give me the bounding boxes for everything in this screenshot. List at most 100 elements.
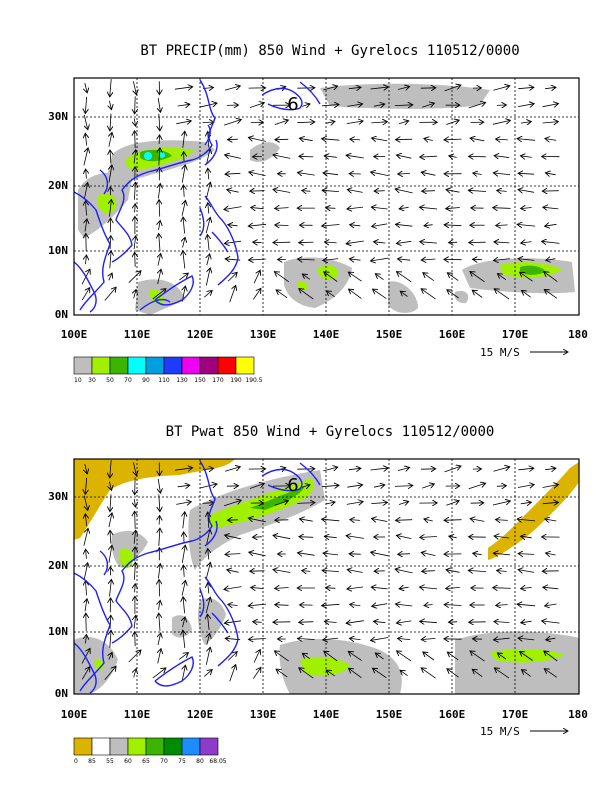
wind-arrow [273,535,291,538]
wind-arrow [183,512,185,529]
wind-arrow [205,217,210,234]
wind-arrow [348,651,362,661]
wind-arrow [159,234,160,252]
x-tick-label: 150E [376,328,403,341]
y-tick-label: 30N [48,490,68,503]
wind-arrow [301,104,310,107]
wind-arrow [205,268,210,286]
wind-arrow [397,87,410,90]
map-frame [73,458,580,695]
legend-label: 60 [124,758,132,765]
wind-arrow [370,468,389,470]
wind-arrow [494,289,510,300]
wind-arrow [494,536,510,538]
wind-arrow [542,621,560,623]
wind-arrow [135,584,136,593]
wind-arrow [225,535,241,539]
wind-arrow [347,104,362,107]
wind-arrow [158,633,161,646]
wind-arrow [521,242,532,244]
legend-label: 130 [176,377,188,384]
wind-arrow [323,259,339,261]
wind-arrow [545,468,556,469]
wind-arrow [497,191,507,192]
wind-arrow [109,273,112,281]
wind-arrow [177,104,190,106]
wind-arrow [134,290,136,299]
wind-arrow [223,120,241,126]
wind-arrow [86,581,87,596]
wind-arrow [159,221,161,230]
wind-arrow [346,121,363,124]
wind-arrow [421,668,436,679]
wind-arrow [135,204,136,213]
wind-arrow [299,289,314,300]
wind-arrow [85,219,87,232]
wind-arrow [324,272,338,282]
wind-arrow [371,552,389,557]
wind-arrow [468,103,486,109]
wind-arrow [397,651,412,662]
vector-key-label: 15 M/S [480,346,520,359]
x-tick-label: 160E [439,708,466,721]
wind-arrow [159,600,161,610]
wind-arrow [374,621,386,622]
legend-label: 80 [196,758,204,765]
wind-arrow [546,638,556,640]
wind-arrow [422,484,434,489]
wind-arrow [224,587,242,590]
wind-arrow [134,669,136,678]
wind-arrow [349,638,361,639]
wind-arrow [253,288,261,300]
wind-arrow [493,588,511,589]
legend-label: 170 [212,377,224,384]
wind-arrow [470,519,485,522]
wind-arrow [134,118,135,126]
wind-arrow [446,570,460,573]
wind-arrow [85,96,86,114]
wind-arrow [398,121,409,124]
wind-arrow [158,269,161,285]
wind-arrow [518,468,534,470]
wind-arrow [346,502,363,505]
wind-arrow [152,668,166,679]
wind-arrow [424,605,433,606]
wind-arrow [275,208,289,209]
wind-arrow [520,652,533,661]
wind-arrow [494,638,510,640]
wind-arrow [109,165,112,183]
wind-arrow [134,615,136,629]
wind-arrow [299,668,314,679]
wind-arrow [85,514,86,527]
legend-swatch [145,737,165,756]
wind-arrow [350,225,361,226]
wind-arrow [158,254,161,266]
wind-arrow [346,155,364,158]
wind-arrow [470,651,485,662]
wind-arrow [109,481,111,491]
wind-arrow [174,87,193,89]
wind-arrow [228,225,238,226]
wind-arrow [422,571,435,572]
wind-arrow [520,502,532,504]
wind-arrow [158,97,160,112]
wind-arrow [496,486,507,487]
wind-arrow [85,133,86,146]
x-tick-label: 170E [502,328,529,341]
wind-arrow [518,554,535,555]
wind-arrow [348,468,361,469]
wind-arrow [521,587,532,588]
wind-arrow [274,501,289,506]
legend-swatch [199,737,219,756]
wind-arrow [273,570,291,573]
wind-arrow [249,103,264,108]
wind-arrow [85,599,87,612]
wind-arrow [545,519,557,521]
wind-arrow [152,289,166,300]
wind-arrow [423,652,435,661]
wind-arrow [183,251,185,269]
wind-arrow [249,484,264,489]
wind-arrow [134,182,135,200]
wind-arrow [542,241,560,243]
wind-arrow [422,191,435,192]
